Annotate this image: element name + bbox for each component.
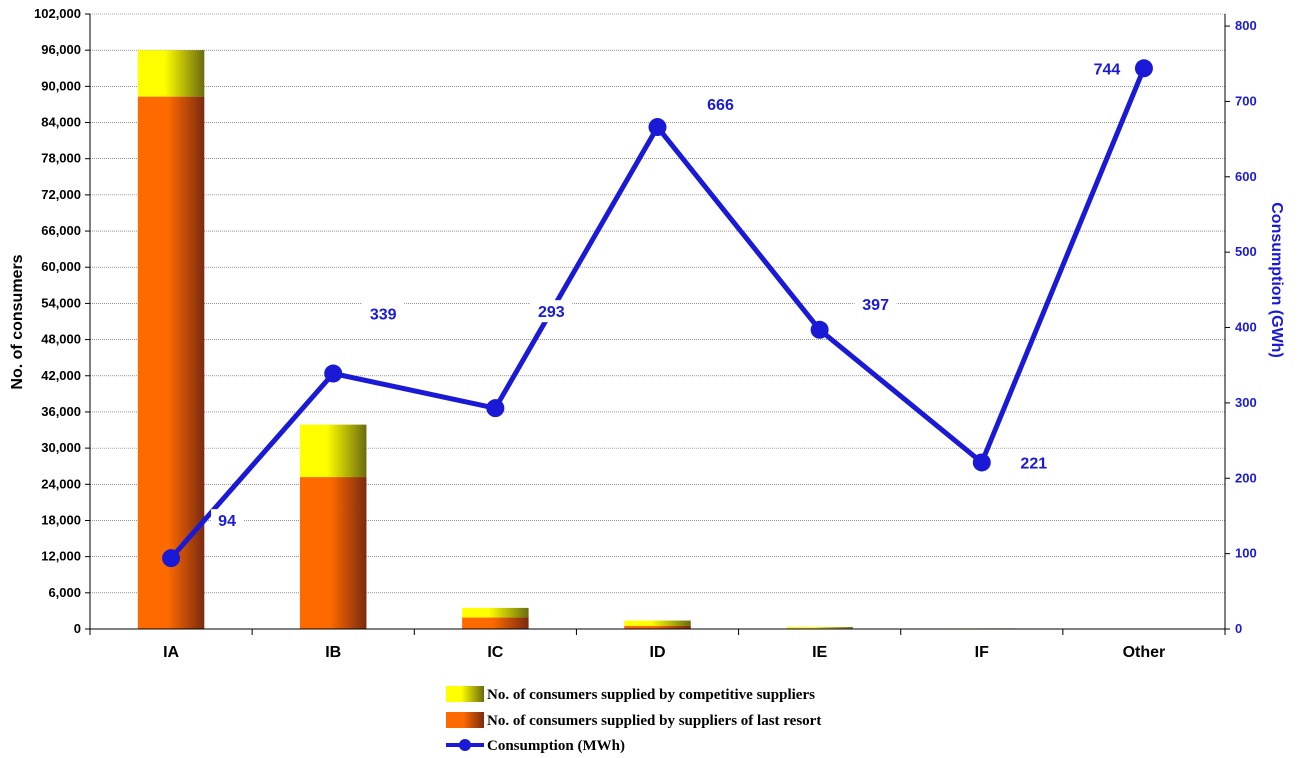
left-tick-label: 60,000 — [41, 259, 81, 274]
data-label-bg — [699, 93, 742, 116]
legend-swatch-competitive — [446, 686, 484, 702]
y-axis-title-right: Consumption (GWh) — [1268, 202, 1285, 358]
left-tick-label: 42,000 — [41, 368, 81, 383]
left-axis-ticks: 0 6,000 12,000 18,000 24,000 30,000 36,000 42,0… — [34, 6, 90, 636]
x-tick-label: ID — [650, 644, 666, 661]
right-tick-label: 500 — [1235, 244, 1257, 259]
left-tick-label: 0 — [74, 621, 81, 636]
x-axis-ticks: IA IB IC ID IE IF Other — [89, 629, 1226, 661]
right-tick-label: 100 — [1235, 546, 1257, 561]
left-tick-label: 54,000 — [41, 295, 81, 310]
bar-competitive — [137, 50, 205, 97]
left-tick-label: 96,000 — [41, 42, 81, 57]
consumption-point — [486, 399, 505, 418]
left-tick-label: 84,000 — [41, 115, 81, 130]
x-tick-label: IA — [163, 644, 179, 661]
x-tick-label: IB — [325, 644, 341, 661]
right-tick-label: 400 — [1235, 320, 1257, 335]
bar-competitive — [299, 424, 367, 478]
left-tick-label: 36,000 — [41, 404, 81, 419]
data-label: 744 — [1094, 61, 1121, 78]
bar-last-resort — [299, 477, 367, 629]
left-tick-label: 102,000 — [34, 6, 81, 21]
bar-competitive — [462, 607, 529, 618]
left-tick-label: 78,000 — [41, 151, 81, 166]
bar-last-resort — [462, 617, 529, 629]
y-axis-title-left: No. of consumers — [9, 254, 26, 389]
data-label-bg — [211, 509, 244, 532]
consumption-point — [324, 364, 343, 383]
right-tick-label: 0 — [1235, 621, 1242, 636]
bar-last-resort — [624, 625, 691, 629]
right-tick-label: 600 — [1235, 169, 1257, 184]
data-label: 293 — [538, 304, 565, 321]
left-tick-label: 6,000 — [48, 585, 81, 600]
legend-label-last-resort: No. of consumers supplied by suppliers o… — [487, 713, 821, 729]
data-label-bg — [1012, 451, 1055, 474]
x-tick-label: IE — [812, 644, 827, 661]
consumption-line — [162, 59, 1153, 568]
bar-last-resort — [137, 96, 205, 629]
left-tick-label: 90,000 — [41, 78, 81, 93]
left-tick-label: 24,000 — [41, 476, 81, 491]
right-tick-label: 200 — [1235, 470, 1257, 485]
data-label-bg — [530, 300, 573, 323]
legend-marker-consumption — [459, 739, 471, 751]
legend-swatch-last-resort — [446, 712, 484, 728]
x-tick-label: IF — [975, 644, 989, 661]
left-tick-label: 30,000 — [41, 440, 81, 455]
consumption-point — [972, 453, 991, 472]
right-axis-ticks: 0 100 200 300 400 500 600 700 800 — [1225, 18, 1257, 636]
x-tick-label: IC — [487, 644, 503, 661]
legend-label-consumption: Consumption (MWh) — [487, 738, 625, 754]
left-tick-label: 72,000 — [41, 187, 81, 202]
legend: No. of consumers supplied by competitive… — [446, 686, 821, 754]
consumption-point — [648, 118, 667, 137]
consumption-point — [1134, 59, 1153, 78]
data-label: 666 — [707, 97, 734, 114]
consumption-point — [810, 320, 829, 339]
right-tick-label: 800 — [1235, 18, 1257, 33]
data-label: 94 — [218, 513, 236, 530]
gridlines — [90, 13, 1225, 594]
bar-competitive — [786, 627, 853, 629]
data-labels: 94 339 293 666 397 221 744 — [211, 57, 1128, 532]
left-tick-label: 18,000 — [41, 512, 81, 527]
data-label: 397 — [862, 297, 889, 314]
right-tick-label: 300 — [1235, 395, 1257, 410]
left-tick-label: 12,000 — [41, 549, 81, 564]
x-tick-label: Other — [1123, 644, 1166, 661]
bars — [137, 50, 1016, 629]
left-tick-label: 48,000 — [41, 332, 81, 347]
data-label: 221 — [1020, 455, 1047, 472]
data-label-bg — [362, 302, 405, 325]
data-label-bg — [854, 292, 897, 315]
bar-competitive — [624, 620, 691, 626]
legend-label-competitive: No. of consumers supplied by competitive… — [487, 687, 815, 703]
left-tick-label: 66,000 — [41, 223, 81, 238]
data-label-bg — [1085, 57, 1128, 80]
data-label: 339 — [370, 307, 397, 324]
right-tick-label: 700 — [1235, 93, 1257, 108]
consumption-point — [162, 549, 181, 568]
